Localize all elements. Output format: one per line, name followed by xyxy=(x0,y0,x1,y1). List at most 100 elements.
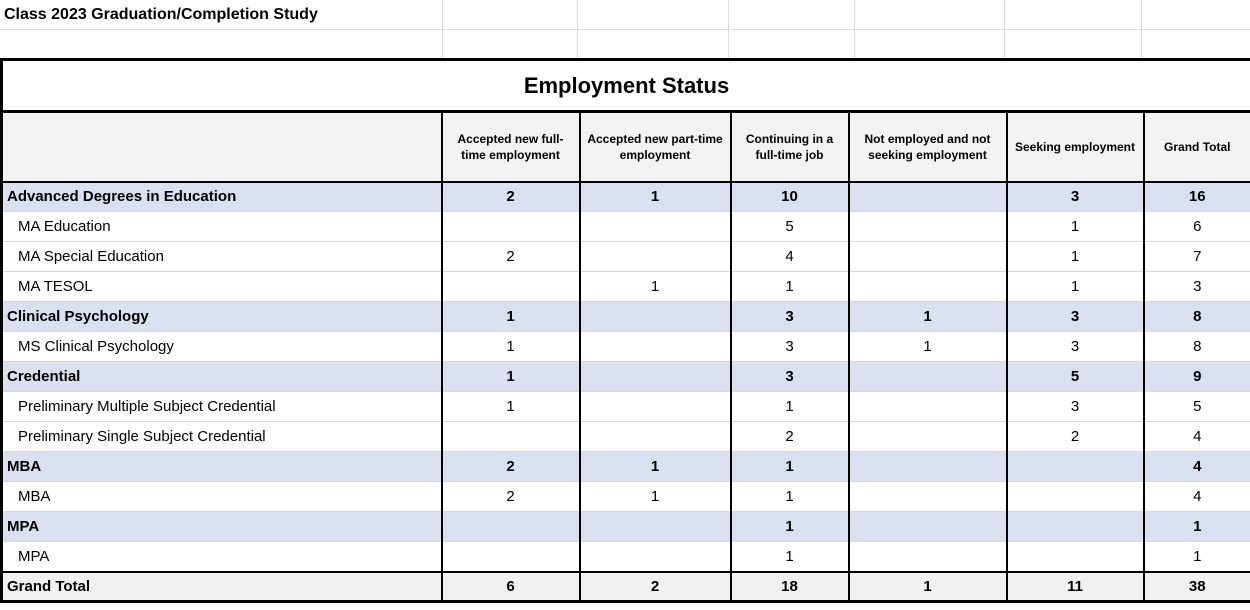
column-header-continuing-full-time[interactable]: Continuing in a full-time job xyxy=(729,111,849,183)
empty-cell[interactable] xyxy=(578,30,729,58)
empty-cell[interactable] xyxy=(443,0,578,30)
empty-cell[interactable] xyxy=(443,30,578,58)
row-label[interactable]: MS Clinical Psychology xyxy=(1,331,442,362)
column-header-not-employed[interactable]: Not employed and not seeking employment xyxy=(847,111,1007,183)
row-label[interactable]: Preliminary Multiple Subject Credential xyxy=(1,391,442,422)
row-label[interactable]: MBA xyxy=(1,451,442,482)
value-cell[interactable] xyxy=(440,541,580,572)
empty-cell[interactable] xyxy=(0,30,443,58)
empty-cell[interactable] xyxy=(1005,30,1142,58)
value-cell[interactable] xyxy=(847,391,1007,422)
empty-cell[interactable] xyxy=(729,0,855,30)
value-cell[interactable]: 1 xyxy=(729,391,849,422)
value-cell[interactable] xyxy=(1005,511,1144,542)
value-cell[interactable]: 6 xyxy=(1142,211,1250,242)
value-cell[interactable]: 1 xyxy=(578,181,731,212)
value-cell[interactable] xyxy=(847,271,1007,302)
value-cell[interactable]: 18 xyxy=(729,570,849,602)
value-cell[interactable] xyxy=(578,361,731,392)
sheet-title[interactable]: Class 2023 Graduation/Completion Study xyxy=(0,0,443,30)
value-cell[interactable]: 1 xyxy=(847,570,1007,602)
value-cell[interactable] xyxy=(440,271,580,302)
value-cell[interactable]: 38 xyxy=(1142,570,1250,602)
value-cell[interactable] xyxy=(578,511,731,542)
value-cell[interactable]: 1 xyxy=(578,481,731,512)
value-cell[interactable] xyxy=(847,451,1007,482)
value-cell[interactable] xyxy=(1005,451,1144,482)
value-cell[interactable]: 2 xyxy=(440,451,580,482)
value-cell[interactable]: 1 xyxy=(1005,241,1144,272)
value-cell[interactable]: 5 xyxy=(1005,361,1144,392)
value-cell[interactable]: 1 xyxy=(440,361,580,392)
value-cell[interactable] xyxy=(847,511,1007,542)
value-cell[interactable]: 8 xyxy=(1142,331,1250,362)
row-label[interactable]: MA Special Education xyxy=(1,241,442,272)
value-cell[interactable] xyxy=(440,421,580,452)
empty-cell[interactable] xyxy=(1142,30,1250,58)
value-cell[interactable] xyxy=(1005,481,1144,512)
value-cell[interactable]: 3 xyxy=(1005,181,1144,212)
value-cell[interactable]: 1 xyxy=(1005,211,1144,242)
value-cell[interactable]: 1 xyxy=(847,301,1007,332)
value-cell[interactable] xyxy=(578,421,731,452)
value-cell[interactable]: 3 xyxy=(729,361,849,392)
value-cell[interactable]: 5 xyxy=(729,211,849,242)
empty-cell[interactable] xyxy=(855,0,1005,30)
value-cell[interactable] xyxy=(847,181,1007,212)
value-cell[interactable] xyxy=(578,391,731,422)
value-cell[interactable]: 11 xyxy=(1005,570,1144,602)
row-label[interactable]: MPA xyxy=(1,541,442,572)
value-cell[interactable]: 3 xyxy=(729,331,849,362)
value-cell[interactable]: 8 xyxy=(1142,301,1250,332)
value-cell[interactable] xyxy=(847,481,1007,512)
column-header-seeking[interactable]: Seeking employment xyxy=(1005,111,1144,183)
value-cell[interactable]: 1 xyxy=(440,391,580,422)
empty-cell[interactable] xyxy=(855,30,1005,58)
value-cell[interactable] xyxy=(578,301,731,332)
empty-cell[interactable] xyxy=(1142,0,1250,30)
column-header-accepted-full-time[interactable]: Accepted new full-time employment xyxy=(440,111,580,183)
value-cell[interactable]: 4 xyxy=(1142,481,1250,512)
column-header-grand-total[interactable]: Grand Total xyxy=(1142,111,1250,183)
value-cell[interactable]: 7 xyxy=(1142,241,1250,272)
value-cell[interactable] xyxy=(440,211,580,242)
value-cell[interactable]: 1 xyxy=(729,511,849,542)
empty-cell[interactable] xyxy=(1005,0,1142,30)
value-cell[interactable] xyxy=(578,241,731,272)
value-cell[interactable] xyxy=(847,421,1007,452)
value-cell[interactable]: 2 xyxy=(440,241,580,272)
value-cell[interactable]: 1 xyxy=(440,331,580,362)
value-cell[interactable]: 2 xyxy=(578,570,731,602)
value-cell[interactable]: 2 xyxy=(440,481,580,512)
value-cell[interactable] xyxy=(578,541,731,572)
value-cell[interactable]: 1 xyxy=(1142,511,1250,542)
row-label[interactable]: Credential xyxy=(1,361,442,392)
value-cell[interactable]: 3 xyxy=(1005,301,1144,332)
value-cell[interactable]: 1 xyxy=(729,271,849,302)
value-cell[interactable] xyxy=(847,541,1007,572)
value-cell[interactable]: 16 xyxy=(1142,181,1250,212)
value-cell[interactable]: 3 xyxy=(1005,331,1144,362)
row-label-header[interactable] xyxy=(1,111,442,183)
value-cell[interactable]: 1 xyxy=(729,451,849,482)
value-cell[interactable]: 10 xyxy=(729,181,849,212)
value-cell[interactable]: 2 xyxy=(1005,421,1144,452)
row-label[interactable]: MA Education xyxy=(1,211,442,242)
value-cell[interactable] xyxy=(847,241,1007,272)
value-cell[interactable]: 2 xyxy=(440,181,580,212)
value-cell[interactable]: 6 xyxy=(440,570,580,602)
value-cell[interactable]: 3 xyxy=(729,301,849,332)
value-cell[interactable]: 1 xyxy=(1005,271,1144,302)
value-cell[interactable]: 1 xyxy=(1142,541,1250,572)
row-label[interactable]: Grand Total xyxy=(1,570,442,602)
value-cell[interactable]: 3 xyxy=(1005,391,1144,422)
value-cell[interactable]: 9 xyxy=(1142,361,1250,392)
row-label[interactable]: Clinical Psychology xyxy=(1,301,442,332)
row-label[interactable]: Advanced Degrees in Education xyxy=(1,181,442,212)
value-cell[interactable]: 1 xyxy=(729,541,849,572)
value-cell[interactable] xyxy=(440,511,580,542)
value-cell[interactable]: 4 xyxy=(1142,421,1250,452)
row-label[interactable]: MA TESOL xyxy=(1,271,442,302)
empty-cell[interactable] xyxy=(578,0,729,30)
value-cell[interactable]: 1 xyxy=(440,301,580,332)
